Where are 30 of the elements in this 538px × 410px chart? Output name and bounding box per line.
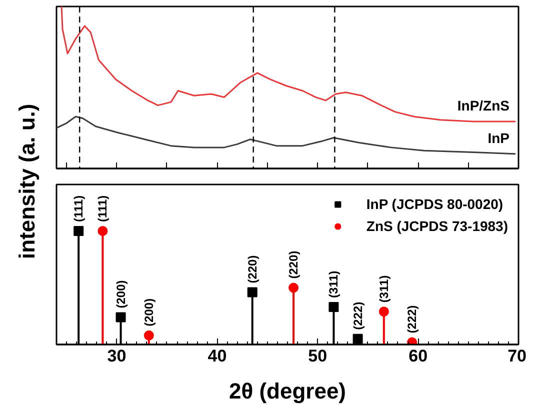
- point: [116, 312, 126, 322]
- series-label: InP: [488, 130, 510, 146]
- point: [288, 282, 299, 293]
- point: [247, 287, 258, 298]
- x-tick-label: 50: [308, 346, 328, 366]
- point: [144, 330, 154, 340]
- annotation: (200): [142, 298, 156, 326]
- legend-label: InP (JCPDS 80-0020): [366, 196, 504, 212]
- annotation: (220): [245, 255, 260, 284]
- annotation: (220): [286, 250, 301, 279]
- annotation: (311): [376, 275, 391, 303]
- x-axis-title: 2θ (degree): [228, 378, 346, 404]
- x-tick-label: 40: [208, 346, 227, 366]
- annotation: (111): [96, 195, 110, 222]
- series-label: InP/ZnS: [457, 98, 510, 114]
- point: [328, 302, 339, 312]
- legend-label: ZnS (JCPDS 73-1983): [366, 218, 508, 234]
- annotation: (222): [350, 302, 365, 330]
- x-tick-label: 30: [107, 346, 126, 366]
- annotation: (311): [326, 270, 341, 298]
- point: [98, 226, 108, 236]
- x-tick-label: 70: [508, 346, 527, 366]
- y-axis-title: intensity (a. u.): [14, 104, 40, 260]
- point: [378, 306, 389, 317]
- annotation: (111): [72, 195, 86, 222]
- annotation: (222): [405, 305, 420, 334]
- x-tick-label: 60: [408, 346, 428, 366]
- annotation: (200): [114, 280, 128, 308]
- point: [74, 226, 84, 236]
- point: [352, 334, 363, 344]
